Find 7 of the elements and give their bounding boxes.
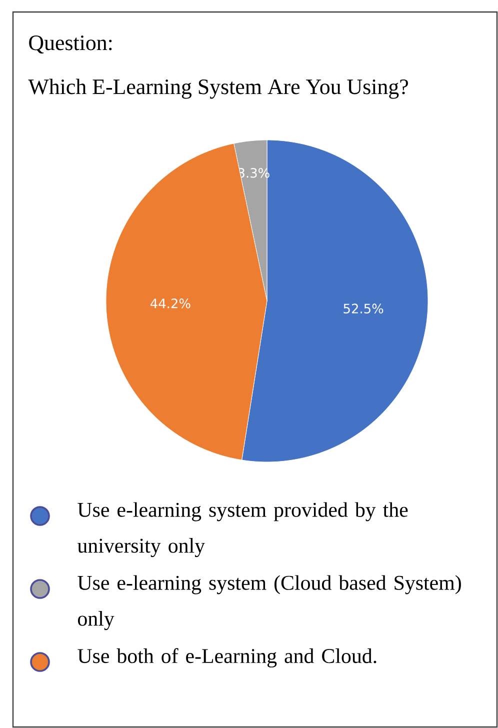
data-label: 44.2% [150, 298, 190, 308]
legend-label: Use e-learning system provided by the university only [77, 502, 408, 558]
chart-subtitle: Which E-Learning System Are You Using? [28, 78, 408, 99]
legend-label: Use both of e-Learning and Cloud. [78, 648, 376, 668]
chart-title: Question: [29, 35, 112, 54]
legend-label: Use e-learning system (Cloud based System) only [78, 575, 461, 630]
data-label: 52.5% [344, 304, 384, 314]
